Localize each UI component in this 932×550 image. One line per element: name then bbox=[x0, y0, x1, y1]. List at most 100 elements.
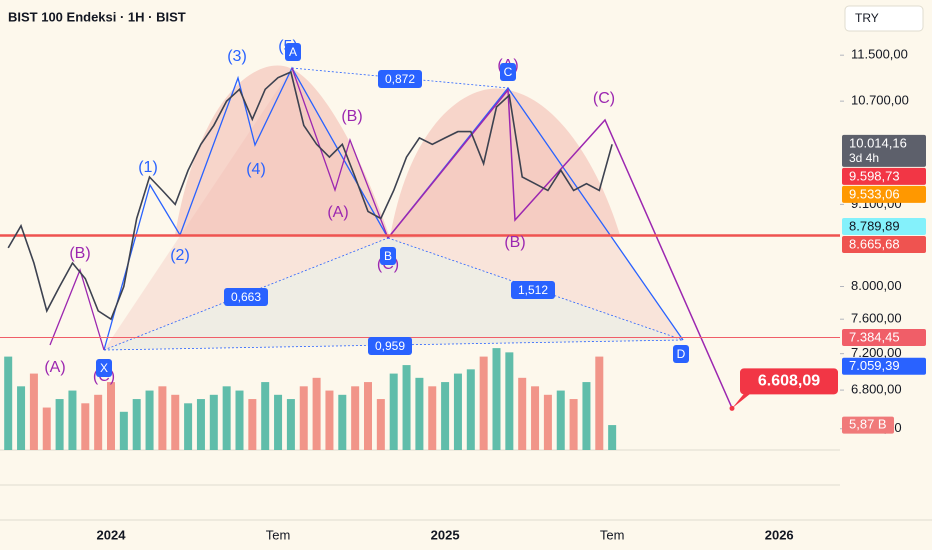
volume-bar bbox=[402, 365, 411, 450]
chart-title: BIST 100 Endeksi · 1H · BIST bbox=[8, 9, 186, 24]
price-badge-label: 7.384,45 bbox=[849, 329, 900, 344]
annotation-box bbox=[224, 288, 268, 306]
volume-badge-label: 5,87 B bbox=[849, 417, 887, 432]
x-tick-label: Tem bbox=[266, 527, 291, 542]
volume-bar bbox=[222, 386, 231, 450]
price-badge bbox=[842, 217, 926, 235]
volume-bar bbox=[248, 399, 257, 450]
drawings bbox=[49, 65, 733, 409]
annotation: (B) bbox=[69, 245, 90, 262]
annotation: B bbox=[384, 249, 392, 263]
target-label: 6.608,09 bbox=[758, 373, 820, 390]
y-tick-label: 6.800,00 bbox=[851, 382, 902, 397]
price-badge bbox=[842, 357, 926, 375]
volume-bar bbox=[582, 382, 591, 450]
price-badge bbox=[842, 235, 926, 253]
y-tick-label: 7.200,00 bbox=[851, 345, 902, 360]
price-badge-label: 7.059,39 bbox=[849, 358, 900, 373]
price-badge bbox=[842, 329, 926, 347]
volume-bar bbox=[171, 394, 180, 450]
annotation-box bbox=[511, 281, 555, 299]
x-tick-label: 2025 bbox=[431, 527, 460, 542]
annotation-box bbox=[285, 43, 301, 61]
y-tick-label: 7.600,00 bbox=[851, 311, 902, 326]
volume-bar bbox=[505, 352, 514, 450]
volume-bar bbox=[209, 394, 218, 450]
volume-bar bbox=[531, 386, 540, 450]
price-badge-sub: 3d 4h bbox=[849, 151, 879, 165]
annotation: 0,872 bbox=[385, 72, 415, 86]
annotation-box bbox=[96, 359, 112, 377]
annotation: A bbox=[289, 45, 297, 59]
target-pointer bbox=[732, 392, 752, 409]
volume-bar bbox=[608, 425, 617, 450]
x-tick-label: 2024 bbox=[97, 527, 127, 542]
volume-bar bbox=[364, 382, 372, 450]
wave-line bbox=[291, 67, 389, 239]
volume-bar bbox=[479, 356, 488, 450]
annotation-box bbox=[378, 70, 422, 88]
currency-button[interactable] bbox=[844, 5, 924, 32]
annotation-box bbox=[500, 63, 516, 81]
volume-bar bbox=[543, 394, 552, 450]
price-badge-label: 8.789,89 bbox=[849, 218, 900, 233]
wave-line bbox=[49, 268, 105, 351]
volume-bar bbox=[68, 390, 77, 450]
volume-bar bbox=[94, 394, 103, 450]
y-tick-label: 8.000,00 bbox=[851, 278, 902, 293]
annotation-box bbox=[368, 337, 412, 355]
volume-bar bbox=[158, 386, 167, 450]
volume-badge bbox=[842, 416, 894, 434]
volume-bar bbox=[261, 382, 270, 450]
volume-bar bbox=[312, 377, 321, 450]
target-badge bbox=[740, 368, 838, 395]
annotation: (B) bbox=[504, 234, 525, 251]
price-badge-label: 9.598,73 bbox=[849, 168, 900, 183]
price-badge-label: 9.533,06 bbox=[849, 186, 900, 201]
volume-bar bbox=[569, 399, 578, 450]
volume-bar bbox=[376, 399, 385, 450]
dome bbox=[390, 88, 620, 238]
volume-bar bbox=[325, 390, 334, 450]
x-tick-label: 2026 bbox=[765, 527, 794, 542]
annotation: 1,512 bbox=[518, 283, 548, 297]
price-line bbox=[7, 70, 613, 321]
volume-bar bbox=[42, 407, 51, 450]
annotation: (4) bbox=[246, 161, 266, 178]
annotation-box bbox=[380, 247, 396, 265]
volume-bar bbox=[453, 373, 462, 450]
dome bbox=[175, 65, 390, 238]
annotation-box bbox=[673, 345, 689, 363]
annotation: (2) bbox=[170, 247, 190, 264]
volume-bar bbox=[428, 386, 437, 450]
currency[interactable]: TRY bbox=[855, 11, 879, 25]
volume-bar bbox=[351, 386, 360, 450]
annotation: (1) bbox=[138, 159, 158, 176]
annotation: D bbox=[677, 347, 686, 361]
annotation: (A) bbox=[327, 204, 348, 221]
volume-bar bbox=[119, 411, 128, 450]
volume-bar bbox=[55, 399, 64, 450]
annotation: (A) bbox=[44, 359, 65, 376]
volume-bar bbox=[415, 377, 424, 450]
volume-bar bbox=[389, 373, 398, 450]
wave-line bbox=[387, 88, 733, 409]
annotation: X bbox=[100, 361, 108, 375]
volume-bar bbox=[441, 382, 450, 450]
wave-line bbox=[103, 66, 684, 351]
volume-bar bbox=[184, 403, 193, 450]
annotation: C bbox=[504, 65, 513, 79]
volume-bar bbox=[286, 399, 295, 450]
volume-bar bbox=[466, 369, 475, 450]
volume-bar bbox=[29, 373, 38, 450]
y-tick-label: 11.500,00 bbox=[851, 47, 908, 62]
pattern-fill bbox=[104, 238, 683, 350]
volume-bar bbox=[595, 356, 604, 450]
volume-bar bbox=[132, 399, 141, 450]
volume-bar bbox=[196, 399, 205, 450]
volume-bar bbox=[81, 403, 90, 450]
price-badge bbox=[842, 134, 926, 167]
annotation: (C) bbox=[593, 90, 615, 107]
volume-bar bbox=[107, 382, 115, 450]
